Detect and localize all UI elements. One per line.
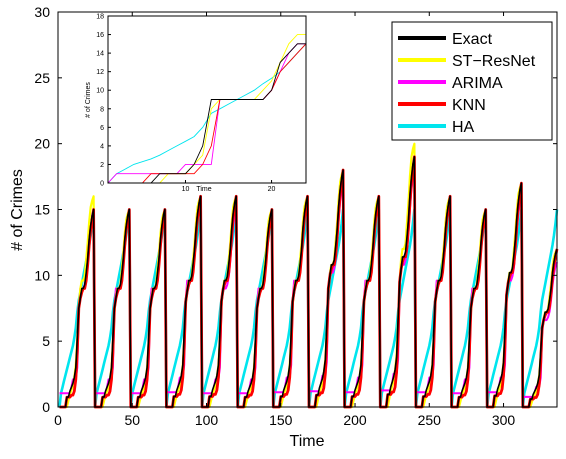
main-y-axis-label: # of Crimes — [9, 169, 26, 251]
inset-y-ticks: 0 2 4 6 8 10 12 14 16 18 — [96, 14, 111, 188]
main-x-tick-label: 200 — [343, 412, 367, 428]
inset-y-tick-label: 14 — [96, 51, 104, 58]
legend-label-arima: ARIMA — [452, 75, 503, 92]
main-y-tick-label: 15 — [34, 202, 50, 218]
inset-y-tick-label: 2 — [100, 162, 104, 169]
inset-y-tick-label: 4 — [100, 143, 104, 150]
inset-plot-area — [107, 15, 307, 184]
main-series-line-exact — [59, 156, 558, 408]
legend-label-st-resnet: ST−ResNet — [452, 53, 536, 70]
main-y-tick-label: 20 — [34, 136, 50, 152]
inset-y-tick-label: 6 — [100, 125, 104, 132]
inset-y-tick-label: 12 — [96, 69, 104, 76]
inset-y-tick-label: 10 — [96, 88, 104, 95]
inset-plot-frame — [107, 15, 307, 184]
main-x-tick-label: 50 — [124, 412, 140, 428]
inset-y-tick-label: 16 — [96, 32, 104, 39]
legend-label-ha: HA — [452, 119, 475, 136]
main-y-tick-label: 5 — [42, 333, 50, 349]
main-series-lines — [58, 142, 559, 409]
inset-y-tick-label: 8 — [100, 106, 104, 113]
main-y-tick-label: 10 — [34, 267, 50, 283]
main-x-tick-label: 300 — [492, 412, 516, 428]
inset-y-axis-label: # of Crimes — [85, 82, 92, 118]
inset-x-tick-label: 10 — [182, 186, 190, 193]
main-x-tick-label: 100 — [195, 412, 219, 428]
inset-y-tick-label: 18 — [96, 14, 104, 21]
main-y-tick-label: 0 — [42, 399, 50, 415]
main-x-tick-label: 0 — [54, 412, 62, 428]
legend-item-ha: HA — [398, 119, 475, 136]
legend-label-exact: Exact — [452, 31, 493, 48]
legend-label-knn: KNN — [452, 97, 486, 114]
main-x-tick-label: 250 — [418, 412, 442, 428]
main-x-axis-label: Time — [290, 433, 325, 450]
main-y-tick-label: 25 — [34, 70, 50, 86]
legend-item-exact: Exact — [398, 31, 493, 48]
legend: Exact ST−ResNet ARIMA KNN HA — [391, 21, 553, 141]
main-x-ticks: 0 50 100 150 200 250 300 — [54, 12, 515, 428]
main-x-tick-label: 150 — [269, 412, 293, 428]
inset-x-tick-label: 20 — [268, 186, 276, 193]
legend-item-arima: ARIMA — [398, 75, 503, 92]
inset-x-ticks: 10 20 — [182, 180, 276, 193]
inset-plot: 10 20 0 2 4 6 8 10 12 14 16 18 Time # of Crimes — [85, 14, 307, 193]
main-y-tick-label: 30 — [34, 4, 50, 20]
inset-y-tick-label: 0 — [100, 181, 104, 188]
legend-item-st-resnet: ST−ResNet — [398, 53, 536, 70]
inset-x-axis-label: Time — [196, 186, 211, 193]
legend-item-knn: KNN — [398, 97, 486, 114]
